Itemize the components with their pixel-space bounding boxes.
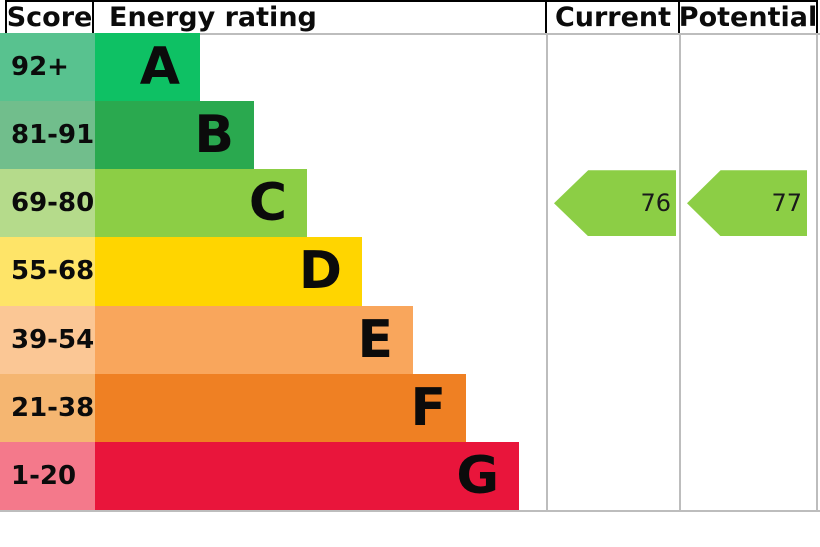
score-range-label: 92+ xyxy=(11,52,69,83)
right-edge-line xyxy=(816,35,818,511)
score-range-d: 55-68 xyxy=(0,237,95,306)
header-left-border xyxy=(5,0,7,35)
header-score-separator xyxy=(92,0,94,35)
energy-rating-column-header: Energy rating xyxy=(109,1,317,33)
score-range-g: 1-20 xyxy=(0,441,95,510)
score-range-label: 69-80 xyxy=(11,188,95,219)
potential-rating-arrow: 77 xyxy=(687,170,807,237)
header-current-separator xyxy=(545,0,547,35)
header-potential-separator xyxy=(678,0,680,35)
band-bar-b: B xyxy=(95,101,254,170)
band-bar-f: F xyxy=(95,373,466,442)
band-letter: G xyxy=(456,445,499,506)
chart-bottom-line xyxy=(0,510,820,512)
band-bar-e: E xyxy=(95,305,413,374)
potential-column-header: Potential xyxy=(678,1,818,33)
band-bar-d: D xyxy=(95,237,362,306)
band-bar-c: C xyxy=(95,169,307,238)
score-range-f: 21-38 xyxy=(0,373,95,442)
score-range-label: 1-20 xyxy=(11,460,77,491)
header-right-border xyxy=(816,0,818,35)
band-letter: A xyxy=(139,37,180,98)
band-letter: C xyxy=(248,173,287,234)
band-bar-a: A xyxy=(95,33,200,102)
score-range-b: 81-91 xyxy=(0,101,95,170)
band-letter: B xyxy=(194,105,234,166)
score-range-a: 92+ xyxy=(0,33,95,102)
score-range-c: 69-80 xyxy=(0,169,95,238)
score-range-label: 39-54 xyxy=(11,324,95,355)
band-letter: E xyxy=(357,309,393,370)
current-column-header: Current xyxy=(554,1,672,33)
band-letter: D xyxy=(298,241,342,302)
score-range-e: 39-54 xyxy=(0,305,95,374)
header-bottom-border xyxy=(0,33,820,35)
score-range-label: 81-91 xyxy=(11,120,95,151)
potential-rating-value: 77 xyxy=(771,189,802,218)
potential-column-line xyxy=(679,35,681,511)
header-top-border xyxy=(5,0,818,2)
current-column-line xyxy=(546,35,548,511)
score-range-label: 55-68 xyxy=(11,256,95,287)
current-rating-value: 76 xyxy=(640,189,671,218)
band-letter: F xyxy=(410,377,446,438)
score-column-header: Score xyxy=(6,1,93,33)
band-bar-g: G xyxy=(95,441,519,510)
current-rating-arrow: 76 xyxy=(554,170,676,237)
score-range-label: 21-38 xyxy=(11,392,95,423)
